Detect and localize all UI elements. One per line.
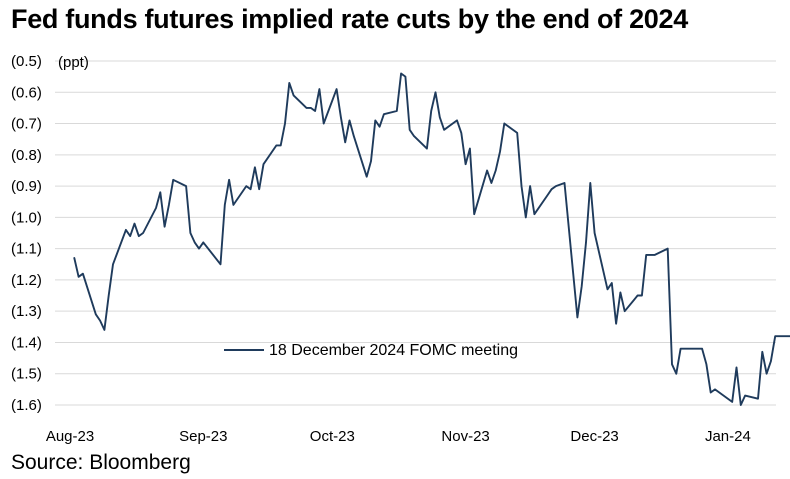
y-tick-label-10: (1.5) — [11, 366, 42, 383]
x-tick-label-5: Jan-24 — [705, 428, 751, 445]
gridlines — [55, 60, 776, 406]
x-tick-label-3: Nov-23 — [441, 428, 489, 445]
y-tick-label-6: (1.1) — [11, 241, 42, 258]
source-note: Source: Bloomberg — [11, 451, 191, 474]
y-tick-label-4: (0.9) — [11, 178, 42, 195]
y-axis-tick-labels: (0.5) (0.6) (0.7) (0.8) (0.9) (1.0) (1.1) (1.2)… — [11, 53, 42, 414]
series-line-0 — [73, 72, 790, 406]
y-tick-label-9: (1.4) — [11, 334, 42, 351]
legend: 18 December 2024 FOMC meeting — [224, 342, 518, 359]
y-tick-label-5: (1.0) — [11, 209, 42, 226]
y-tick-label-2: (0.7) — [11, 116, 42, 133]
x-tick-label-1: Sep-23 — [179, 428, 227, 445]
y-tick-label-1: (0.6) — [11, 84, 42, 101]
y-tick-label-0: (0.5) — [11, 53, 42, 70]
series-lines — [73, 72, 790, 406]
x-axis-tick-labels: Aug-23 Sep-23 Oct-23 Nov-23 Dec-23 Jan-24 — [46, 428, 751, 445]
chart-title: Fed funds futures implied rate cuts by t… — [11, 4, 688, 34]
y-tick-label-11: (1.6) — [11, 397, 42, 414]
x-tick-label-4: Dec-23 — [570, 428, 618, 445]
x-tick-label-0: Aug-23 — [46, 428, 94, 445]
y-tick-label-7: (1.2) — [11, 272, 42, 289]
y-axis-unit-label: (ppt) — [58, 54, 89, 71]
y-tick-label-8: (1.3) — [11, 303, 42, 320]
y-tick-label-3: (0.8) — [11, 147, 42, 164]
legend-label: 18 December 2024 FOMC meeting — [269, 342, 518, 359]
x-tick-label-2: Oct-23 — [310, 428, 355, 445]
